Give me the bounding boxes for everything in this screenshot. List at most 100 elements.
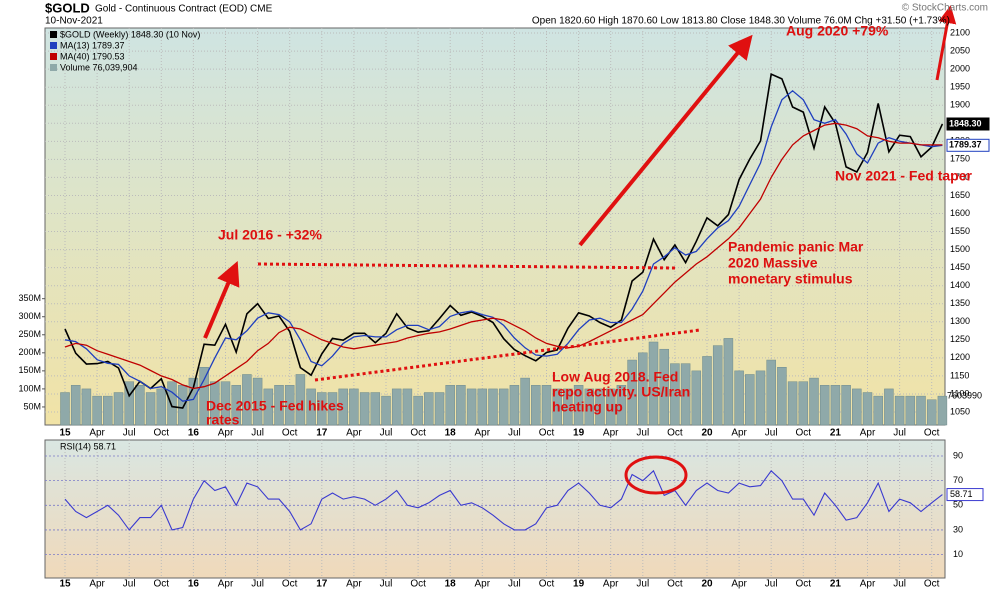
y-tick-label: 1250 [950,334,970,344]
y-tick-label: 1550 [950,226,970,236]
watermark: © StockCharts.com [902,3,988,14]
volume-bar [787,381,798,426]
x-tick-label: Apr [603,579,619,590]
x-tick-label: 17 [316,579,328,590]
volume-bar [798,381,809,426]
volume-bar [616,385,627,426]
x-tick-label: Oct [282,579,298,590]
x-tick-label: 16 [188,428,200,439]
x-tick-label: Apr [89,428,105,439]
x-tick-label: 15 [59,428,71,439]
volume-bar [852,388,862,426]
volume-bar [92,395,102,426]
volume-bar [670,363,680,426]
annotation: 2020 Massive [728,255,818,271]
volume-bar [424,392,434,426]
x-tick-label: Oct [410,428,426,439]
annotation: Dec 2015 - Fed hikes [206,398,344,414]
x-tick-label: 21 [830,428,842,439]
x-tick-label: 15 [59,579,71,590]
annotation: heating up [552,399,623,415]
volume-tick-label: 250M [18,329,41,339]
x-tick-label: 17 [316,428,328,439]
volume-bar [103,395,113,426]
annotation: Pandemic panic Mar [728,239,864,255]
volume-bar [605,388,616,426]
x-tick-label: Apr [860,579,876,590]
x-tick-label: Apr [346,579,362,590]
legend-swatch [50,42,57,49]
volume-bar [145,392,156,426]
volume-bar [766,359,776,426]
volume-bar [755,370,766,426]
legend-swatch [50,53,57,60]
rsi-tick-label: 50 [953,500,963,510]
volume-bar [113,392,124,426]
volume-bar [477,388,488,426]
y-tick-label: 1050 [950,406,970,416]
x-tick-label: Apr [218,579,234,590]
volume-bar [231,385,241,426]
annotation: Aug 2020 +79% [786,23,889,39]
x-tick-label: Jul [636,579,649,590]
volume-tick-label: 200M [18,347,41,357]
x-tick-label: Jul [636,428,649,439]
y-tick-label: 2000 [950,64,970,74]
volume-bar [210,381,220,426]
volume-bar [627,359,637,426]
annotation: Nov 2021 - Fed taper [835,168,972,184]
volume-bar [391,388,402,426]
x-tick-label: Oct [796,428,812,439]
x-tick-label: Jul [765,579,778,590]
x-tick-label: Jul [893,579,906,590]
y-tick-label: 2050 [950,45,970,55]
x-tick-label: Oct [282,428,298,439]
legend-entry: $GOLD (Weekly) 1848.30 (10 Nov) [60,29,200,39]
volume-bar [862,392,873,426]
volume-bar [359,392,370,426]
volume-bar [284,385,295,426]
volume-tick-label: 50M [23,401,41,411]
legend-entry: MA(13) 1789.37 [60,40,125,50]
volume-tick-label: 100M [18,383,41,393]
rsi-tick-label: 10 [953,549,963,559]
price-label-box [946,138,990,152]
volume-bar [926,399,937,426]
volume-bar [520,377,530,426]
volume-bar [349,388,359,426]
price-line [64,73,944,409]
volume-bar [916,395,926,426]
volume-bar [295,374,306,426]
volume-bar [531,385,541,426]
x-tick-label: Apr [475,428,491,439]
volume-bar [317,392,327,426]
volume-bar [573,385,584,426]
rsi-panel [44,439,946,579]
volume-bar [498,388,509,426]
legend-entry: MA(40) 1790.53 [60,51,125,61]
x-tick-label: Apr [89,579,105,590]
legend-swatch [50,31,57,38]
annotation: rates [206,412,240,428]
volume-bar [648,341,659,426]
volume-bar [466,388,477,426]
annotation: monetary stimulus [728,271,853,287]
x-tick-label: Oct [924,428,940,439]
volume-bar [124,381,134,426]
x-tick-label: Jul [508,428,521,439]
volume-bar [263,388,274,426]
x-tick-label: 20 [701,428,713,439]
volume-bar [402,388,413,426]
y-tick-label: 1600 [950,208,970,218]
x-tick-label: Oct [154,579,170,590]
volume-bar [177,385,188,426]
volume-bar [552,388,562,426]
x-tick-label: Jul [380,428,393,439]
y-tick-label: 1400 [950,280,970,290]
volume-bar [456,385,466,426]
x-tick-label: Apr [346,428,362,439]
x-tick-label: Oct [539,579,555,590]
volume-bar [81,388,92,426]
price-label-box [946,117,990,131]
